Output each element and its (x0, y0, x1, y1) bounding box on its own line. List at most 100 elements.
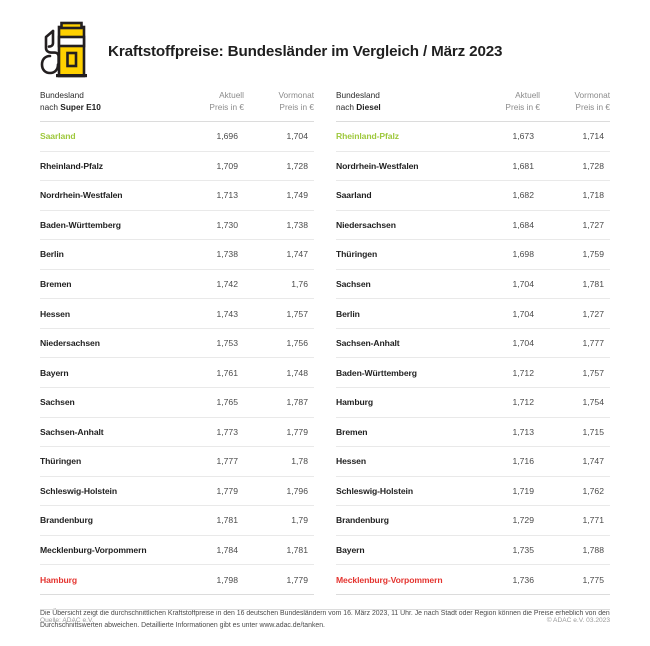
cell-price-previous: 1,728 (244, 151, 314, 182)
column-header-vormonat: Vormonat Preis in € (244, 89, 314, 123)
cell-bundesland: Rheinland-Pfalz (40, 151, 174, 182)
cell-price-current: 1,712 (470, 387, 540, 418)
cell-price-current: 1,673 (470, 121, 540, 152)
table-row: Rheinland-Pfalz 1,673 1,714 (336, 121, 610, 152)
cell-bundesland: Brandenburg (336, 505, 470, 536)
table-body-super-e10: Saarland 1,696 1,704 Rheinland-Pfalz 1,709 1,… (40, 121, 314, 595)
cell-price-previous: 1,747 (540, 446, 610, 477)
table-row: Bayern 1,735 1,788 (336, 535, 610, 566)
table-row: Bremen 1,713 1,715 (336, 417, 610, 448)
tables-container: Bundesland nach Super E10 Aktuell Preis … (40, 89, 610, 595)
table-row: Bayern 1,761 1,748 (40, 357, 314, 388)
table-row: Sachsen-Anhalt 1,773 1,779 (40, 417, 314, 448)
table-super-e10: Bundesland nach Super E10 Aktuell Preis … (40, 89, 314, 595)
cell-price-previous: 1,756 (244, 328, 314, 359)
cell-price-current: 1,698 (470, 239, 540, 270)
cell-bundesland: Sachsen (40, 387, 174, 418)
cell-bundesland: Sachsen-Anhalt (40, 417, 174, 448)
cell-price-previous: 1,738 (244, 210, 314, 241)
cell-bundesland: Berlin (336, 298, 470, 329)
cell-price-current: 1,716 (470, 446, 540, 477)
cell-price-previous: 1,788 (540, 535, 610, 566)
cell-bundesland: Hamburg (40, 564, 174, 595)
cell-price-current: 1,761 (174, 357, 244, 388)
column-header-bundesland: Bundesland nach Diesel (336, 89, 470, 123)
cell-price-previous: 1,781 (540, 269, 610, 300)
table-row: Schleswig-Holstein 1,719 1,762 (336, 476, 610, 507)
cell-price-current: 1,682 (470, 180, 540, 211)
table-row: Saarland 1,682 1,718 (336, 180, 610, 211)
table-header-row: Bundesland nach Diesel Aktuell Preis in … (336, 89, 610, 123)
cell-price-current: 1,681 (470, 151, 540, 182)
cell-price-current: 1,777 (174, 446, 244, 477)
cell-bundesland: Saarland (336, 180, 470, 211)
cell-bundesland: Hessen (40, 298, 174, 329)
cell-price-current: 1,784 (174, 535, 244, 566)
cell-price-previous: 1,796 (244, 476, 314, 507)
cell-price-previous: 1,715 (540, 417, 610, 448)
cell-price-current: 1,765 (174, 387, 244, 418)
column-header-prefix: nach (40, 102, 61, 113)
table-row: Bremen 1,742 1,76 (40, 269, 314, 300)
cell-price-previous: 1,787 (244, 387, 314, 418)
cell-bundesland: Thüringen (336, 239, 470, 270)
table-row: Hamburg 1,798 1,779 (40, 564, 314, 595)
table-row: Mecklenburg-Vorpommern 1,736 1,775 (336, 564, 610, 595)
cell-price-current: 1,704 (470, 298, 540, 329)
cell-bundesland: Bremen (40, 269, 174, 300)
cell-price-previous: 1,728 (540, 151, 610, 182)
cell-bundesland: Baden-Württemberg (40, 210, 174, 241)
cell-price-current: 1,704 (470, 269, 540, 300)
cell-price-previous: 1,727 (540, 298, 610, 329)
cell-price-current: 1,704 (470, 328, 540, 359)
cell-price-current: 1,773 (174, 417, 244, 448)
table-row: Saarland 1,696 1,704 (40, 121, 314, 152)
table-body-diesel: Rheinland-Pfalz 1,673 1,714 Nordrhein-Westf… (336, 121, 610, 595)
cell-price-previous: 1,779 (244, 417, 314, 448)
cell-price-current: 1,753 (174, 328, 244, 359)
cell-price-current: 1,713 (174, 180, 244, 211)
cell-bundesland: Thüringen (40, 446, 174, 477)
page-title: Kraftstoffpreise: Bundesländer im Vergle… (108, 42, 503, 60)
table-row: Nordrhein-Westfalen 1,681 1,728 (336, 151, 610, 182)
table-row: Baden-Württemberg 1,712 1,757 (336, 357, 610, 388)
page-header: Kraftstoffpreise: Bundesländer im Vergle… (40, 0, 610, 78)
fuel-pump-icon (40, 20, 92, 82)
cell-bundesland: Bayern (40, 357, 174, 388)
column-header-prefix: nach (336, 102, 357, 113)
cell-price-current: 1,743 (174, 298, 244, 329)
cell-price-previous: 1,757 (244, 298, 314, 329)
table-row: Niedersachsen 1,684 1,727 (336, 210, 610, 241)
cell-price-previous: 1,775 (540, 564, 610, 595)
cell-price-previous: 1,78 (244, 446, 314, 477)
cell-price-current: 1,742 (174, 269, 244, 300)
cell-price-previous: 1,718 (540, 180, 610, 211)
copyright-label: © ADAC e.V. 03.2023 (546, 617, 610, 624)
cell-price-current: 1,798 (174, 564, 244, 595)
cell-price-previous: 1,762 (540, 476, 610, 507)
cell-price-current: 1,781 (174, 505, 244, 536)
table-row: Sachsen 1,765 1,787 (40, 387, 314, 418)
source-label: Quelle: ADAC e.V. (40, 617, 94, 624)
cell-bundesland: Baden-Württemberg (336, 357, 470, 388)
cell-bundesland: Bremen (336, 417, 470, 448)
cell-bundesland: Niedersachsen (40, 328, 174, 359)
cell-price-previous: 1,714 (540, 121, 610, 152)
column-header-fuel-type: Super E10 (60, 102, 101, 113)
table-row: Brandenburg 1,729 1,771 (336, 505, 610, 536)
cell-price-previous: 1,749 (244, 180, 314, 211)
cell-price-current: 1,736 (470, 564, 540, 595)
cell-price-previous: 1,747 (244, 239, 314, 270)
cell-price-previous: 1,748 (244, 357, 314, 388)
cell-price-previous: 1,759 (540, 239, 610, 270)
table-row: Hessen 1,716 1,747 (336, 446, 610, 477)
source-line: Quelle: ADAC e.V. © ADAC e.V. 03.2023 (40, 609, 610, 624)
table-row: Niedersachsen 1,753 1,756 (40, 328, 314, 359)
cell-price-current: 1,712 (470, 357, 540, 388)
table-row: Sachsen 1,704 1,781 (336, 269, 610, 300)
cell-price-current: 1,735 (470, 535, 540, 566)
table-row: Rheinland-Pfalz 1,709 1,728 (40, 151, 314, 182)
cell-bundesland: Schleswig-Holstein (336, 476, 470, 507)
cell-price-current: 1,719 (470, 476, 540, 507)
cell-bundesland: Sachsen (336, 269, 470, 300)
